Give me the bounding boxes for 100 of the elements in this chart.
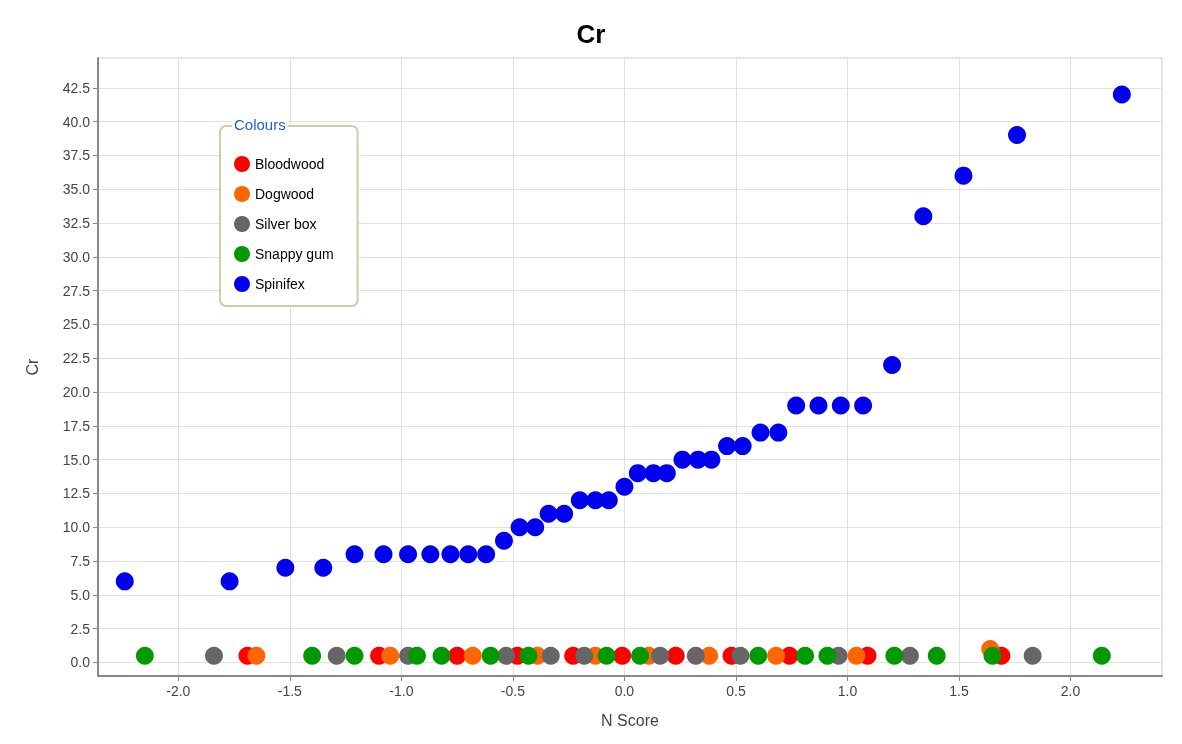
point: [459, 545, 478, 564]
x-tick-label: 2.0: [1060, 683, 1081, 699]
point: [220, 572, 239, 591]
point: [651, 646, 670, 665]
point: [570, 491, 589, 510]
legend-label: Bloodwood: [255, 156, 325, 172]
point: [751, 423, 770, 442]
point: [432, 646, 451, 665]
legend-label: Silver box: [255, 216, 317, 232]
point: [847, 646, 866, 665]
x-tick-label: 0.0: [614, 683, 635, 699]
point: [809, 396, 828, 415]
point: [575, 646, 594, 665]
point: [494, 531, 513, 550]
point: [345, 646, 364, 665]
point: [613, 646, 632, 665]
x-tick-label: -2.0: [166, 683, 191, 699]
point: [731, 646, 750, 665]
point: [673, 450, 692, 469]
point: [883, 355, 902, 374]
point: [628, 464, 647, 483]
y-axis-title: Cr: [23, 357, 41, 376]
point: [541, 646, 560, 665]
y-tick-label: 35.0: [62, 181, 91, 198]
point: [555, 504, 574, 523]
y-tick-label: 37.5: [62, 147, 91, 164]
legend-label: Dogwood: [255, 186, 315, 202]
y-tick-label: 25.0: [62, 316, 91, 333]
legend-label: Spinifex: [255, 276, 305, 292]
y-tick-label: 32.5: [62, 214, 91, 231]
y-tick-label: 22.5: [62, 350, 91, 367]
point: [247, 646, 266, 665]
point: [115, 572, 134, 591]
y-tick-label: 2.5: [70, 620, 91, 637]
point: [205, 646, 223, 665]
point: [481, 646, 500, 665]
point: [718, 437, 737, 456]
point: [421, 545, 440, 564]
point: [733, 437, 752, 456]
point: [702, 450, 721, 469]
point: [787, 396, 806, 415]
point: [927, 646, 946, 665]
point: [374, 545, 393, 564]
point: [399, 545, 418, 564]
y-tick-label: 30.0: [62, 248, 91, 265]
legend-title: Colours: [234, 116, 286, 133]
x-tick-label: 1.5: [949, 683, 969, 699]
y-tick-label: 20.0: [62, 384, 91, 401]
x-tick-label: -1.0: [389, 683, 414, 699]
point: [983, 646, 1002, 665]
y-tick-label: 27.5: [62, 282, 91, 299]
point: [854, 396, 873, 415]
point: [914, 207, 933, 226]
point: [441, 545, 460, 564]
point: [526, 518, 545, 537]
chart-title: Cr: [576, 19, 606, 49]
point: [477, 545, 496, 564]
point: [381, 646, 400, 665]
point: [666, 646, 685, 665]
point: [818, 646, 837, 665]
y-tick-label: 40.0: [62, 113, 91, 130]
x-tick-label: 1.0: [837, 683, 858, 699]
point: [769, 423, 788, 442]
point: [954, 166, 973, 185]
point: [276, 558, 295, 577]
point: [1092, 646, 1111, 665]
point: [510, 518, 529, 537]
point: [463, 646, 482, 665]
point: [749, 646, 768, 665]
point: [615, 477, 634, 496]
x-tick-label: 0.5: [726, 683, 746, 699]
point: [497, 646, 516, 665]
point: [885, 646, 904, 665]
y-tick-label: 42.5: [62, 79, 91, 96]
y-tick-label: 17.5: [62, 417, 91, 434]
point: [796, 646, 815, 665]
point: [539, 504, 558, 523]
point: [1112, 85, 1131, 104]
y-tick-label: 7.5: [70, 553, 91, 570]
x-tick-label: -1.5: [277, 683, 303, 699]
point: [345, 545, 364, 564]
point: [1023, 646, 1042, 665]
point: [900, 646, 919, 665]
point: [831, 396, 850, 415]
point: [303, 646, 322, 665]
point: [686, 646, 705, 665]
y-tick-label: 5.0: [70, 586, 91, 603]
x-axis-title: N Score: [601, 711, 659, 729]
point: [408, 646, 426, 665]
point: [519, 646, 538, 665]
point: [314, 558, 333, 577]
legend-label: Snappy gum: [255, 246, 334, 262]
y-tick-label: 10.0: [62, 519, 91, 536]
x-tick-label: -0.5: [500, 683, 526, 699]
y-tick-label: 0.0: [70, 654, 91, 671]
point: [1008, 126, 1027, 145]
point: [631, 646, 650, 665]
point: [135, 646, 154, 665]
y-tick-label: 12.5: [62, 485, 91, 502]
point: [597, 646, 616, 665]
